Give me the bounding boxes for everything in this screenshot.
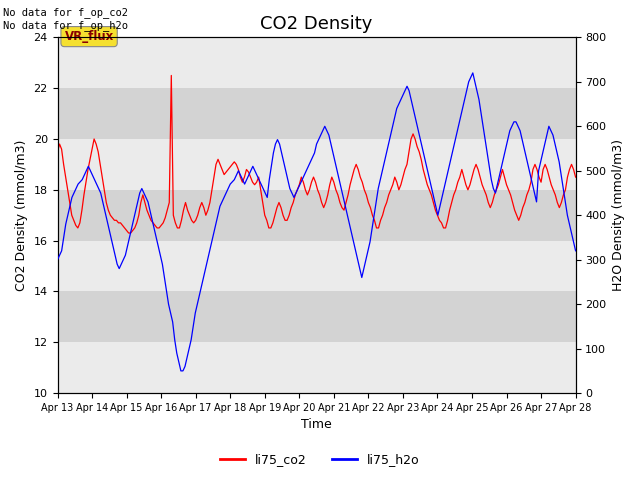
Title: CO2 Density: CO2 Density: [260, 15, 372, 33]
X-axis label: Time: Time: [301, 419, 332, 432]
Y-axis label: H2O Density (mmol/m3): H2O Density (mmol/m3): [612, 139, 625, 291]
Bar: [58, 240, 575, 291]
Bar: [58, 139, 575, 190]
Bar: [58, 342, 575, 393]
Text: VR_flux: VR_flux: [65, 30, 114, 43]
Bar: [58, 37, 575, 88]
Y-axis label: CO2 Density (mmol/m3): CO2 Density (mmol/m3): [15, 140, 28, 291]
Legend: li75_co2, li75_h2o: li75_co2, li75_h2o: [215, 448, 425, 471]
Text: No data for f_op_co2
No data for f_op_h2o: No data for f_op_co2 No data for f_op_h2…: [3, 7, 128, 31]
